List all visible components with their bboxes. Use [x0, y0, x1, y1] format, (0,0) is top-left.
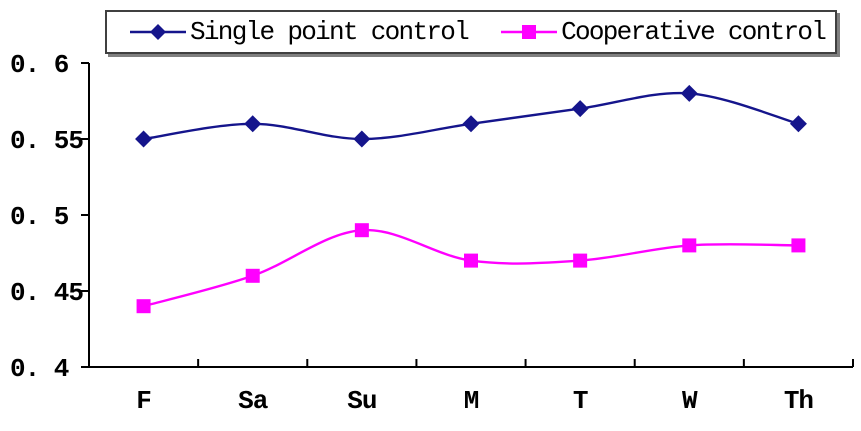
data-point-square [682, 238, 697, 253]
data-point-diamond [135, 130, 153, 148]
data-point-square [136, 299, 151, 314]
y-tick-label: 0. 45 [10, 278, 83, 308]
legend-label-single-point-control: Single point control [190, 17, 470, 47]
chart-legend: Single point control Cooperative control [105, 10, 837, 54]
data-point-diamond [353, 130, 371, 148]
y-tick-label: 0. 55 [10, 126, 83, 156]
data-point-diamond [680, 84, 698, 102]
x-category-label: F [136, 386, 151, 416]
x-category-label: W [682, 386, 698, 416]
legend-item-cooperative-control: Cooperative control [500, 17, 827, 47]
x-category-label: T [573, 386, 588, 416]
data-point-diamond [789, 115, 807, 133]
x-category-label: Su [347, 386, 376, 416]
data-point-square [573, 253, 588, 268]
data-point-square [464, 253, 478, 268]
y-tick-label: 0. 4 [10, 354, 69, 384]
data-point-square [245, 268, 260, 283]
y-tick-label: 0. 5 [10, 202, 69, 232]
x-category-label: Sa [238, 386, 268, 416]
data-point-diamond [462, 115, 480, 133]
y-tick-label: 0. 6 [10, 50, 69, 80]
legend-item-single-point-control: Single point control [129, 17, 470, 47]
legend-label-cooperative-control: Cooperative control [561, 17, 827, 47]
x-category-label: M [464, 386, 479, 416]
line-diamond-marker-icon [130, 24, 186, 40]
x-category-label: Th [784, 386, 814, 416]
data-point-square [791, 238, 806, 253]
data-point-diamond [571, 100, 589, 118]
line-square-marker-icon [501, 25, 558, 39]
series-line-1 [143, 228, 799, 308]
data-point-diamond [244, 115, 262, 133]
data-point-square [354, 223, 369, 238]
